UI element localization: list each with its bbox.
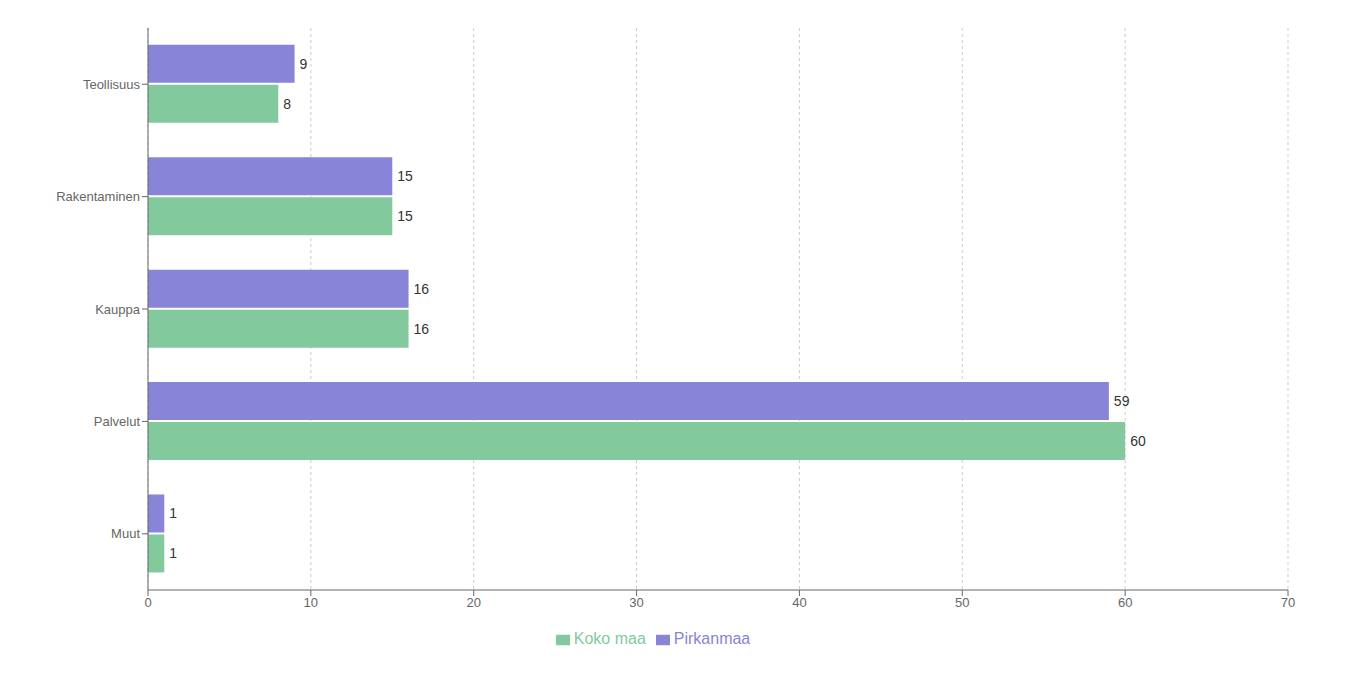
svg-text:8: 8 [283,96,291,112]
svg-text:60: 60 [1130,433,1146,449]
html-text:Pirkanmaa: Pirkanmaa [673,630,751,647]
svg-text:50: 50 [955,595,969,610]
svg-text:Muut: Muut [111,526,140,541]
svg-text:1: 1 [169,505,177,521]
svg-text:30: 30 [629,595,643,610]
html-text:Koko maa: Koko maa [573,630,646,647]
svg-text:40: 40 [792,595,806,610]
svg-text:Teollisuus: Teollisuus [83,77,141,92]
svg-text:0: 0 [144,595,151,610]
svg-text:15: 15 [397,208,413,224]
svg-text:15: 15 [397,168,413,184]
svg-text:59: 59 [1114,393,1130,409]
svg-text:Rakentaminen: Rakentaminen [56,189,140,204]
svg-text:Palvelut: Palvelut [94,414,141,429]
svg-text:Kauppa: Kauppa [95,302,141,317]
svg-text:20: 20 [466,595,480,610]
svg-text:16: 16 [414,281,430,297]
svg-text:10: 10 [304,595,318,610]
svg-text:9: 9 [300,56,308,72]
svg-text:70: 70 [1281,595,1295,610]
svg-text:1: 1 [169,545,177,561]
svg-text:60: 60 [1118,595,1132,610]
svg-text:16: 16 [414,321,430,337]
